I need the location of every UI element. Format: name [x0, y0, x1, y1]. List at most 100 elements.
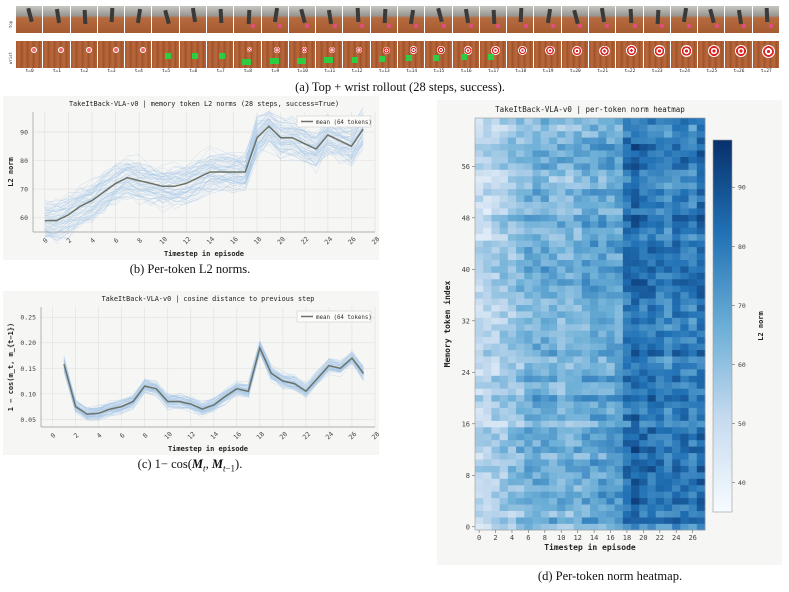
heatmap-cell [507, 208, 517, 215]
heatmap-cell [516, 278, 525, 286]
heatmap-cell [516, 150, 525, 157]
heatmap-cell [688, 465, 698, 473]
heatmap-cell [491, 240, 500, 248]
heatmap-cell [557, 381, 566, 389]
heatmap-cell [516, 433, 525, 441]
heatmap-cell [507, 124, 517, 132]
heatmap-cell [565, 124, 574, 132]
heatmap-cell [475, 272, 484, 280]
heatmap-cell [590, 484, 599, 492]
heatmap-cell [688, 420, 698, 428]
heatmap-cell [598, 201, 607, 209]
heatmap-cell [532, 517, 542, 524]
heatmap-cell [631, 497, 640, 505]
heatmap-cell [688, 369, 698, 376]
heatmap-cell [614, 240, 624, 248]
heatmap-cell [475, 298, 484, 305]
heatmap-cell [491, 156, 500, 164]
colorbar-tick-label: 80 [738, 243, 746, 251]
heatmap-cell [581, 369, 591, 376]
heatmap-cell [557, 214, 566, 222]
top-frame [152, 6, 179, 33]
heatmap-cell [540, 497, 550, 505]
heatmap-cell [672, 356, 681, 363]
heatmap-cell [483, 459, 492, 466]
heatmap-cell [680, 169, 689, 177]
heatmap-cell [573, 504, 583, 511]
x-tick-label: 0 [41, 236, 49, 244]
heatmap-cell [573, 394, 583, 402]
heatmap-cell [573, 163, 583, 170]
frame-label: t=15 [433, 69, 445, 74]
heatmap-cell [639, 221, 648, 228]
heatmap-cell [631, 369, 640, 376]
heatmap-cell [548, 523, 558, 531]
y-tick-label: 80 [20, 157, 28, 165]
heatmap-cell [614, 478, 624, 486]
heatmap-cell [532, 343, 542, 351]
heatmap-cell [475, 188, 484, 196]
heatmap-cell [590, 446, 599, 454]
heatmap-cell [590, 472, 599, 479]
heatmap-cell [507, 201, 517, 209]
heatmap-cell [581, 414, 591, 421]
heatmap-cell [540, 130, 550, 138]
heatmap-cell [499, 407, 509, 415]
heatmap-cell [688, 472, 698, 479]
heatmap-cell [557, 484, 566, 492]
heatmap-cell [557, 349, 566, 357]
heatmap-cell [614, 156, 624, 164]
heatmap-cell [663, 188, 673, 196]
heatmap-cell [532, 324, 542, 331]
heatmap-cell [614, 214, 624, 222]
heatmap-cell [483, 272, 492, 280]
heatmap-cell [598, 221, 607, 228]
heatmap-cell [647, 356, 657, 363]
heatmap-cell [491, 369, 500, 376]
heatmap-cell [598, 369, 607, 376]
heatmap-cell [672, 381, 681, 389]
heatmap-cell [548, 433, 558, 441]
heatmap-cell [557, 272, 566, 280]
heatmap-cell [540, 362, 550, 370]
heatmap-cell [507, 388, 517, 396]
heatmap-cell [483, 163, 492, 170]
heatmap-cell [696, 188, 706, 196]
heatmap-cell [590, 272, 599, 280]
heatmap-cell [655, 343, 665, 351]
heatmap-cell [565, 491, 574, 499]
heatmap-cell [614, 446, 624, 454]
heatmap-cell [680, 124, 689, 132]
heatmap-cell [663, 298, 673, 305]
heatmap-cell [590, 278, 599, 286]
wrist-frame [125, 41, 152, 68]
frame-label: t=27 [760, 69, 772, 74]
top-frame [725, 6, 752, 33]
heatmap-cell [614, 356, 624, 363]
heatmap-cell [672, 336, 681, 344]
heatmap-cell [655, 517, 665, 524]
heatmap-cell [581, 439, 591, 447]
heatmap-cell [606, 414, 615, 421]
heatmap-cell [590, 311, 599, 318]
heatmap-cell [590, 253, 599, 260]
heatmap-cell [491, 330, 500, 338]
heatmap-cell [680, 504, 689, 511]
heatmap-cell [688, 240, 698, 248]
heatmap-cell [688, 285, 698, 293]
heatmap-cell [647, 156, 657, 164]
heatmap-cell [557, 143, 566, 151]
heatmap-cell [507, 356, 517, 363]
heatmap-cell [491, 472, 500, 479]
heatmap-cell [475, 459, 484, 466]
green-object [191, 53, 198, 59]
heatmap-cell [672, 401, 681, 408]
heatmap-cell [647, 272, 657, 280]
heatmap-cell [524, 143, 533, 151]
heatmap-cell [557, 253, 566, 260]
heatmap-cell [565, 259, 574, 267]
heatmap-cell [499, 266, 509, 273]
heatmap-cell [548, 175, 558, 183]
heatmap-cell [688, 201, 698, 209]
heatmap-cell [581, 137, 591, 145]
